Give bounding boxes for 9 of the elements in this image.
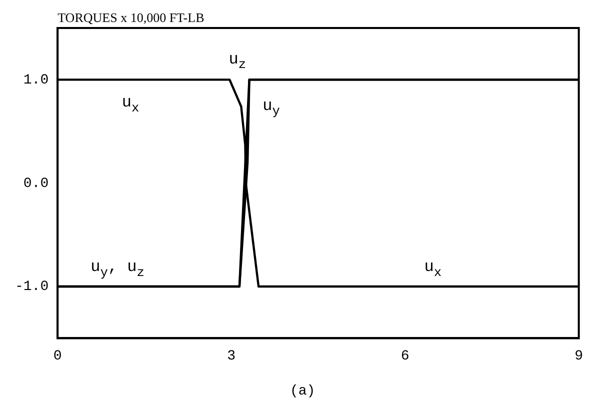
x-tick-label: 0 (53, 348, 62, 364)
chart-title: TORQUES x 10,000 FT-LB (58, 10, 205, 25)
y-tick-label: 1.0 (23, 72, 49, 88)
x-tick-label: 9 (574, 348, 583, 364)
text: (a) (290, 384, 316, 400)
x-tick-label: 3 (227, 348, 236, 364)
x-tick-label: 6 (400, 348, 410, 364)
y-tick-label: 0.0 (23, 176, 49, 192)
y-tick-label: -1.0 (14, 279, 49, 296)
